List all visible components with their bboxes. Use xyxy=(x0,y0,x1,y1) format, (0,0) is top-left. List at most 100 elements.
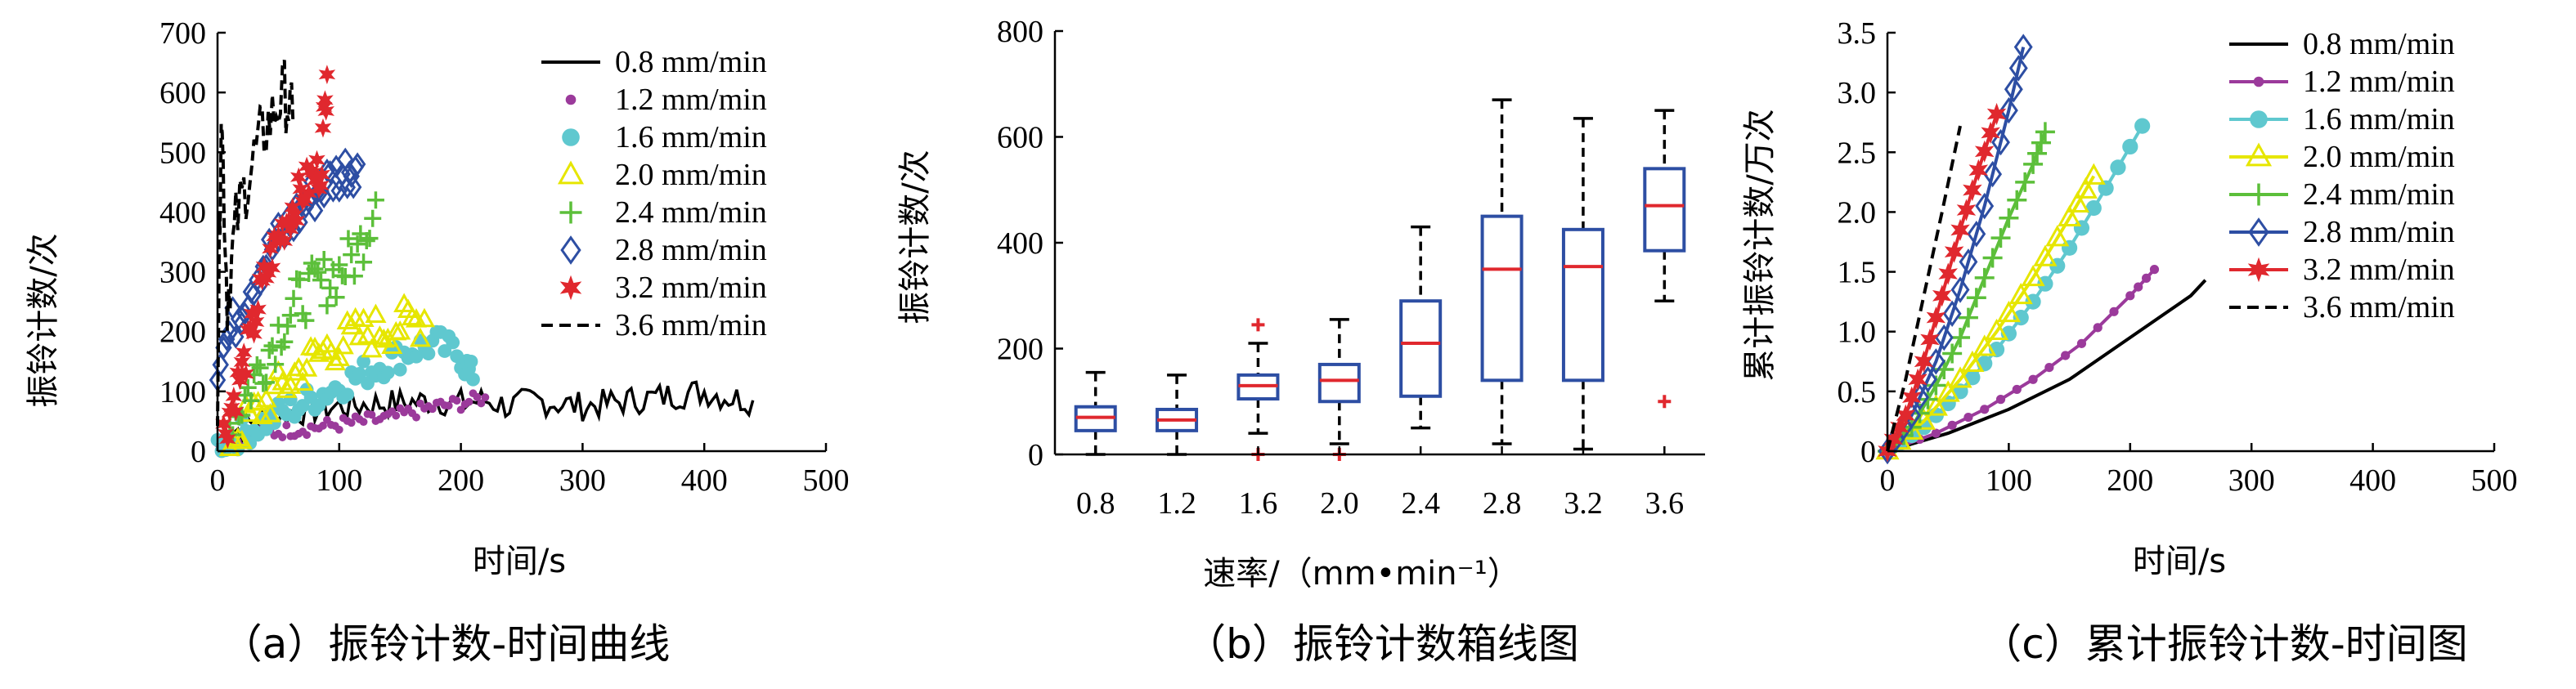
chart-c-point xyxy=(2007,190,2027,210)
chart-c-point xyxy=(2134,118,2151,134)
chart-b-x-tick-label: 2.4 xyxy=(1401,486,1440,521)
chart-a-point xyxy=(347,418,356,427)
chart-c-point xyxy=(1958,307,1978,328)
chart-b-x-tick-label: 3.6 xyxy=(1645,486,1685,521)
chart-c-x-tick-label: 100 xyxy=(1986,463,2032,498)
chart-a-point xyxy=(242,391,260,409)
chart-a-point xyxy=(438,344,452,358)
chart-a-point xyxy=(312,271,330,289)
chart-c-series xyxy=(1875,163,2106,460)
chart-c-point xyxy=(1932,284,1952,307)
chart-b-x-tick-label: 2.0 xyxy=(1320,486,1359,521)
chart-c-point xyxy=(1990,228,2011,248)
chart-c-point xyxy=(2149,265,2160,275)
chart-a-point xyxy=(315,251,333,269)
chart-a-point xyxy=(241,318,258,338)
chart-c-point xyxy=(1956,199,1977,221)
chart-c-legend-label: 1.2 mm/min xyxy=(2303,65,2455,99)
chart-b-box-rect xyxy=(1480,214,1524,383)
chart-c-legend-label: 0.8 mm/min xyxy=(2303,27,2455,61)
chart-c-legend-marker xyxy=(2250,110,2268,128)
chart-b-box xyxy=(1643,109,1686,409)
chart-a-x-tick-label: 500 xyxy=(803,463,850,498)
chart-a-point xyxy=(307,342,330,362)
chart-a-legend-label: 2.0 mm/min xyxy=(615,158,767,192)
chart-a-point xyxy=(317,101,334,121)
chart-a-point xyxy=(421,347,436,361)
chart-a-point xyxy=(318,297,336,315)
chart-c-point xyxy=(2061,351,2071,360)
chart-a-point xyxy=(259,262,277,283)
chart-b-box-rect xyxy=(1399,299,1443,398)
chart-b-y-tick-label: 800 xyxy=(997,15,1043,49)
chart-c-point xyxy=(2062,239,2078,256)
chart-a-legend-label: 2.4 mm/min xyxy=(615,195,767,230)
chart-a-point xyxy=(446,335,460,350)
chart-c-legend-marker xyxy=(2245,142,2273,167)
chart-a-y-tick-label: 700 xyxy=(159,16,206,51)
chart-a-legend-label: 1.2 mm/min xyxy=(615,83,767,117)
chart-c-point xyxy=(1923,394,1948,416)
chart-a-point xyxy=(314,118,332,138)
chart-c-x-tick-label: 200 xyxy=(2107,463,2153,498)
chart-a-axes: 0 100 200 300 400 500 0 100 200 300 400 500 600 700 xyxy=(159,16,850,498)
chart-a-y-tick-label: 500 xyxy=(159,136,206,170)
chart-c-point xyxy=(2076,338,2087,348)
chart-a-point xyxy=(285,289,303,307)
chart-a-point xyxy=(361,230,379,248)
chart-a-point xyxy=(352,367,366,381)
chart-b-x-tick-label: 1.2 xyxy=(1157,486,1196,521)
chart-a-point xyxy=(297,311,315,329)
chart-c-point xyxy=(1991,128,2010,156)
chart-a-point xyxy=(229,362,247,383)
chart-a-legend-marker xyxy=(557,160,585,185)
chart-a-point xyxy=(263,257,281,278)
chart-a-point xyxy=(231,429,253,450)
chart-c-point xyxy=(1901,386,1922,409)
chart-ring-count-boxplot: 0 200 400 600 800 0.8 1.2 1.6 2.0 2.4 2.8 3.2 3.6 振铃… xyxy=(896,15,1705,668)
chart-a-point xyxy=(292,179,309,199)
chart-c-point xyxy=(1950,276,1970,303)
chart-c-point xyxy=(1890,416,1910,439)
chart-a-point xyxy=(343,246,361,264)
chart-a-point xyxy=(309,263,327,281)
chart-a-point xyxy=(247,312,265,332)
chart-a-point xyxy=(280,374,302,394)
chart-a-point xyxy=(251,359,269,377)
chart-c-point xyxy=(1950,328,1971,348)
chart-a-legend-label: 1.6 mm/min xyxy=(615,120,767,154)
chart-c-series-line xyxy=(1886,125,1962,452)
chart-a-point xyxy=(348,235,366,253)
chart-b-outlier xyxy=(1658,395,1672,409)
chart-a-point xyxy=(282,219,299,239)
chart-a-point xyxy=(413,307,436,328)
chart-a-x-tick-label: 200 xyxy=(438,463,484,498)
chart-c-point xyxy=(1950,218,1970,241)
chart-a-legend-marker xyxy=(565,94,577,105)
chart-c-point xyxy=(1918,389,1938,409)
chart-c-y-tick-label: 1.0 xyxy=(1838,315,1877,350)
chart-a-point xyxy=(393,362,407,377)
chart-a-point xyxy=(364,209,382,227)
chart-a-point xyxy=(306,260,324,278)
chart-a-x-tick-label: 300 xyxy=(559,463,606,498)
chart-c-legend-marker xyxy=(2247,257,2270,283)
chart-a-point xyxy=(255,387,277,408)
chart-b-box-rect xyxy=(1317,362,1361,404)
chart-a-point xyxy=(381,334,403,355)
chart-c-point xyxy=(1896,404,1915,427)
chart-a-point xyxy=(334,425,343,434)
chart-b-x-tick-label: 1.6 xyxy=(1239,486,1278,521)
chart-a-legend-label: 0.8 mm/min xyxy=(615,45,767,79)
chart-a-point xyxy=(409,327,432,347)
chart-a-point xyxy=(466,372,480,387)
chart-a-x-tick-label: 100 xyxy=(316,463,362,498)
chart-c-y-tick-label: 3.0 xyxy=(1838,76,1877,110)
chart-b-box xyxy=(1399,225,1443,430)
chart-c-point xyxy=(2073,220,2090,236)
chart-c-point xyxy=(2110,159,2126,176)
chart-c-point xyxy=(2085,199,2102,217)
chart-c-point xyxy=(1982,248,2003,268)
chart-a-point xyxy=(262,239,279,259)
